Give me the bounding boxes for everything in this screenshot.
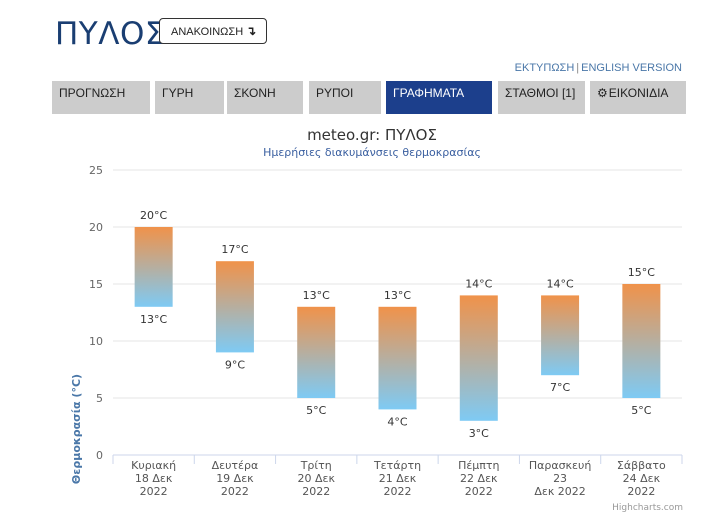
x-tick-label: 18 Δεκ [135,472,173,485]
low-temp-label: 5°C [306,404,326,417]
announcements-button[interactable]: ΑΝΑΚΟΙΝΩΣΗ ↴ [159,18,268,44]
temperature-range-bar[interactable] [622,284,661,398]
x-tick-label: Τετάρτη [373,459,421,472]
high-temp-label: 13°C [384,289,411,302]
x-tick-label: 2022 [302,485,330,498]
tab-dust[interactable]: ΣΚΟΝΗ [227,81,303,114]
tab-label: ΣΚΟΝΗ [234,86,276,100]
english-version-link[interactable]: ENGLISH VERSION [581,62,682,74]
data-labels: 20°C 13°C 17°C 9°C 13°C 5°C 13°C 4°C 14°C 3°C 14°C… [140,209,655,440]
x-tick-label: Παρασκευή [529,459,592,472]
x-tick-label: 19 Δεκ [216,472,254,485]
page-title: ΠΥΛΟΣ [55,16,165,52]
low-temp-label: 4°C [387,415,407,428]
x-tick-label: 2022 [465,485,493,498]
x-tick-label: Δευτέρα [212,459,259,472]
x-tick-label: 20 Δεκ [297,472,335,485]
high-temp-label: 17°C [221,243,248,256]
tab-label: ΓΡΑΦΗΜΑΤΑ [393,86,465,100]
y-axis-ticks: 0 5 10 15 20 25 [89,164,103,462]
high-temp-label: 14°C [465,277,492,290]
chart-title: meteo.gr: ΠΥΛΟΣ [307,126,437,144]
high-temp-label: 20°C [140,209,167,222]
chart-subtitle: Ημερήσιες διακυμάνσεις θερμοκρασίας [263,146,481,159]
tab-icons[interactable]: ⚙ΕΙΚΟΝΙΔΙΑ [590,81,686,114]
x-tick-label: 2022 [140,485,168,498]
tab-label: ΕΙΚΟΝΙΔΙΑ [608,86,669,100]
x-tick-label: Σάββατο [617,459,666,472]
low-temp-label: 5°C [631,404,651,417]
temperature-range-bar[interactable] [378,306,417,410]
gear-icon: ⚙ [597,86,608,100]
y-tick-label: 10 [89,335,103,348]
y-tick-label: 0 [96,449,103,462]
tab-pollutants[interactable]: ΡΥΠΟΙ [309,81,381,114]
x-tick-label: 2022 [627,485,655,498]
print-link[interactable]: ΕΚΤΥΠΩΣΗ [514,62,575,74]
low-temp-label: 9°C [225,358,245,371]
temperature-range-bar[interactable] [541,295,580,376]
temperature-range-bar[interactable] [459,295,498,421]
high-temp-label: 14°C [546,277,573,290]
tab-label: ΣΤΑΘΜΟΙ [1] [505,86,576,100]
high-temp-label: 13°C [303,289,330,302]
utility-links: ΕΚΤΥΠΩΣΗ | ENGLISH VERSION [515,62,682,74]
gridlines [113,169,682,456]
x-tick-label: 22 Δεκ [460,472,498,485]
y-tick-label: 25 [89,164,103,177]
chart-svg: meteo.gr: ΠΥΛΟΣ Ημερήσιες διακυμάνσεις θ… [70,126,683,513]
temperature-range-bar[interactable] [215,261,254,353]
y-axis-title: Θερμοκρασία (°C) [70,374,83,484]
tab-label: ΓΥΡΗ [162,86,194,100]
x-tick-label: 2022 [221,485,249,498]
y-tick-label: 20 [89,221,103,234]
highcharts-credit[interactable]: Highcharts.com [612,503,683,513]
tab-stations[interactable]: ΣΤΑΘΜΟΙ [1] [498,81,585,114]
tab-label: ΡΥΠΟΙ [316,86,354,100]
temperature-chart: meteo.gr: ΠΥΛΟΣ Ημερήσιες διακυμάνσεις θ… [0,118,711,528]
low-temp-label: 7°C [550,381,570,394]
temperature-range-bar[interactable] [297,306,336,398]
x-tick-label: Δεκ 2022 [534,485,585,498]
x-tick-label: 24 Δεκ [623,472,661,485]
y-tick-label: 5 [96,392,103,405]
high-temp-label: 15°C [628,266,655,279]
curved-down-arrow-icon: ↴ [246,24,257,38]
low-temp-label: 13°C [140,313,167,326]
x-tick-label: 2022 [384,485,412,498]
link-separator: | [576,62,580,74]
x-tick-label: Πέμπτη [458,459,499,472]
tab-pollen[interactable]: ΓΥΡΗ [155,81,224,114]
x-tick-label: Τρίτη [300,459,332,472]
x-tick-label: 23 [553,472,567,485]
tab-forecast[interactable]: ΠΡΟΓΝΩΣΗ [52,81,150,114]
announcements-label: ΑΝΑΚΟΙΝΩΣΗ [171,26,244,38]
x-tick-label: 21 Δεκ [379,472,417,485]
low-temp-label: 3°C [469,427,489,440]
temperature-range-bar[interactable] [134,227,173,307]
bars [134,227,661,421]
x-tick-label: Κυριακή [131,459,176,472]
y-tick-label: 15 [89,278,103,291]
tab-graphs[interactable]: ΓΡΑΦΗΜΑΤΑ [386,81,492,114]
tab-label: ΠΡΟΓΝΩΣΗ [59,86,126,100]
